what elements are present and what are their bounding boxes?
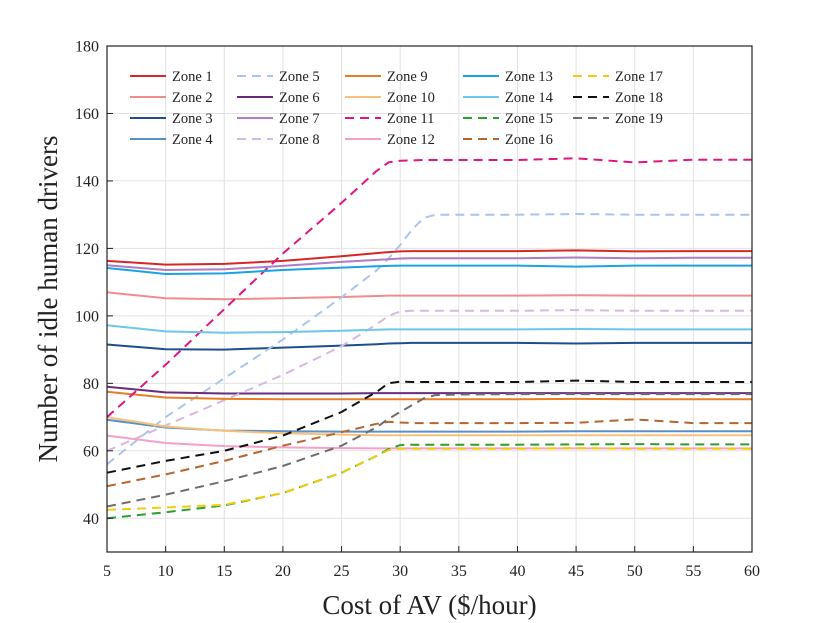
series-line-zone-9	[106, 390, 752, 401]
series-line-zone-1	[106, 249, 752, 266]
series-line-zone-19	[106, 393, 752, 508]
legend-entry: Zone 13	[505, 69, 553, 85]
legend-entry: Zone 17	[615, 69, 663, 85]
legend-entry: Zone 2	[172, 90, 213, 106]
legend-entry: Zone 9	[387, 69, 428, 85]
x-tick-label: 40	[509, 563, 525, 580]
series-line-zone-12	[106, 434, 752, 450]
x-tick-label: 5	[103, 563, 111, 580]
x-tick-label: 45	[568, 563, 584, 580]
y-tick-label: 120	[75, 241, 99, 258]
x-tick-label: 10	[158, 563, 174, 580]
y-tick-label: 80	[83, 376, 99, 393]
series-line-zone-6	[106, 385, 752, 395]
x-axis-label: Cost of AV ($/hour)	[322, 590, 536, 620]
x-tick-label: 60	[744, 563, 760, 580]
y-tick-label: 160	[75, 106, 99, 123]
x-tick-label: 30	[392, 563, 408, 580]
legend-entry: Zone 3	[172, 111, 213, 127]
series-line-zone-8	[106, 309, 752, 452]
series-line-zone-14	[106, 324, 752, 334]
y-tick-label: 180	[75, 39, 99, 56]
x-tick-label: 55	[685, 563, 701, 580]
y-axis-label: Number of idle human drivers	[33, 136, 63, 463]
legend-entry: Zone 15	[505, 111, 553, 127]
legend-entry: Zone 7	[279, 111, 320, 127]
legend-entry: Zone 16	[505, 132, 553, 148]
y-tick-label: 100	[75, 308, 99, 325]
legend-entry: Zone 10	[387, 90, 435, 106]
legend-entry: Zone 19	[615, 111, 663, 127]
legend-entry: Zone 18	[615, 90, 663, 106]
series-line-zone-13	[106, 264, 752, 275]
x-tick-label: 20	[275, 563, 291, 580]
legend: Zone 1 Zone 2 Zone 3 Zone 4 Zone 5 Zone 6 Zone…	[130, 69, 663, 148]
series-line-zone-17	[106, 447, 752, 511]
series-line-zone-16	[106, 418, 752, 488]
legend-entry: Zone 6	[279, 90, 320, 106]
legend-entry: Zone 4	[172, 132, 213, 148]
x-tick-label: 35	[451, 563, 467, 580]
series-line-zone-5	[106, 213, 752, 466]
y-tick-label: 40	[83, 511, 99, 528]
plot-frame	[106, 45, 753, 553]
legend-entry: Zone 11	[387, 111, 434, 127]
legend-entry: Zone 5	[279, 69, 320, 85]
series-line-zone-7	[106, 256, 752, 271]
y-tick-label: 60	[83, 443, 99, 460]
legend-entry: Zone 14	[505, 90, 554, 106]
series-lines	[106, 157, 752, 520]
legend-entry: Zone 1	[172, 69, 213, 85]
x-tick-label: 25	[334, 563, 350, 580]
legend-entry: Zone 12	[387, 132, 435, 148]
series-line-zone-3	[106, 341, 752, 351]
axis-ticks: 5 10 15 20 25 30 35 40 45 50 55 60 40 60 80 100 120 140 16…	[75, 39, 760, 581]
legend-entry: Zone 8	[279, 132, 320, 148]
series-line-zone-11	[106, 157, 752, 418]
series-line-zone-4	[106, 418, 752, 433]
series-line-zone-2	[106, 291, 752, 301]
series-line-zone-18	[106, 379, 752, 474]
y-tick-label: 140	[75, 173, 99, 190]
x-tick-label: 50	[627, 563, 643, 580]
series-line-zone-10	[106, 416, 752, 437]
x-tick-label: 15	[216, 563, 232, 580]
